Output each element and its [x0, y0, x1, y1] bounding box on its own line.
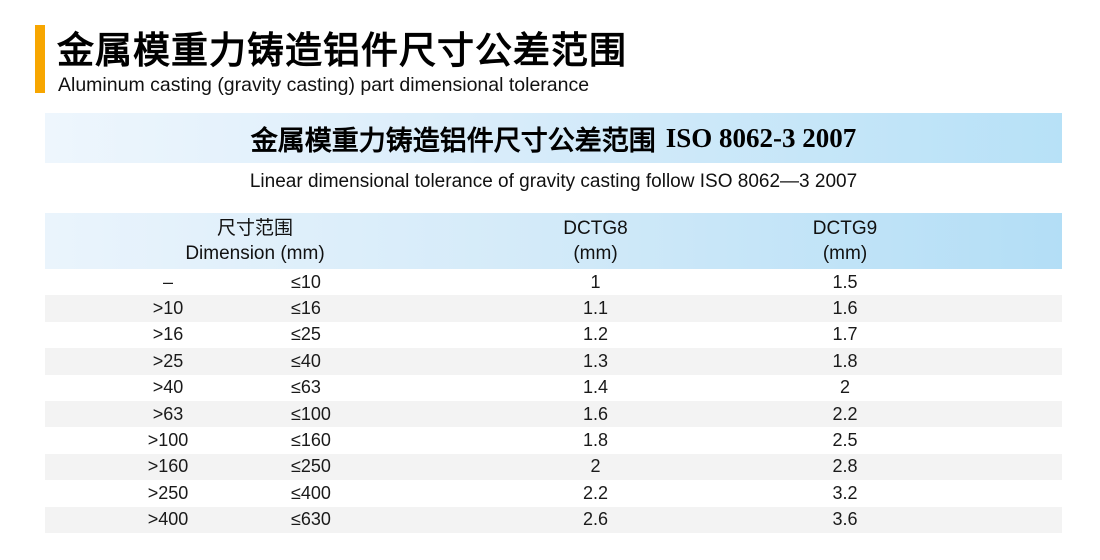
banner-title-cn: 金属模重力铸造铝件尺寸公差范围	[250, 125, 656, 156]
dctg9-value-cell: 1.6	[832, 298, 858, 319]
dimension-max-cell: ≤40	[291, 350, 321, 371]
dimension-max-cell: ≤100	[291, 403, 331, 424]
dctg8-value-cell: 2.6	[582, 509, 609, 530]
dctg9-value-cell: 1.8	[832, 350, 858, 371]
dctg8-value-cell: 1.4	[582, 377, 609, 398]
table-row: >25 ≤40 1.3 1.8	[45, 348, 1062, 375]
dctg9-header-unit: (mm)	[822, 243, 868, 264]
column-header-dimension: 尺寸范围 Dimension (mm)	[45, 213, 431, 269]
dctg9-value-cell: 3.2	[832, 482, 858, 503]
dimension-min-cell: >400	[147, 509, 189, 530]
dctg8-header-unit: (mm)	[573, 243, 618, 264]
page-title: 金属模重力铸造铝件尺寸公差范围	[57, 30, 627, 71]
dctg8-value-cell: 1.6	[582, 403, 609, 424]
table-row: >160 ≤250 2 2.8	[45, 453, 1062, 481]
tolerance-table: 尺寸范围 Dimension (mm) DCTG8 (mm) DCTG9 (mm…	[45, 213, 1062, 533]
dimension-max-cell: ≤63	[291, 377, 321, 398]
dctg8-value-cell: 1.1	[582, 298, 609, 319]
dimension-min-cell: >63	[152, 403, 184, 424]
dctg9-value-cell: 2.2	[832, 403, 858, 424]
section-banner: 金属模重力铸造铝件尺寸公差范围 ISO 8062-3 2007	[45, 113, 1062, 163]
dimension-min-cell: >250	[147, 482, 189, 503]
table-caption: Linear dimensional tolerance of gravity …	[249, 171, 858, 192]
dctg8-value-cell: 2	[590, 456, 601, 477]
dimension-header-cn: 尺寸范围	[216, 217, 293, 239]
table-row: >16 ≤25 1.2 1.7	[45, 322, 1062, 348]
banner-title-iso: ISO 8062-3 2007	[665, 122, 857, 153]
dctg8-value-cell: 1.2	[582, 324, 609, 345]
dctg8-value-cell: 1	[590, 271, 601, 292]
dctg8-header-label: DCTG8	[563, 217, 628, 239]
table-row: >100 ≤160 1.8 2.5	[45, 427, 1062, 453]
dctg8-value-cell: 1.8	[582, 430, 609, 451]
table-row: >63 ≤100 1.6 2.2	[45, 400, 1062, 428]
dimension-max-cell: ≤10	[291, 271, 321, 292]
dimension-min-cell: >25	[152, 350, 184, 371]
dimension-min-cell: >10	[152, 298, 184, 319]
dctg9-value-cell: 2.5	[832, 430, 858, 451]
table-body: – ≤10 1 1.5 >10 ≤16 1.1 1.6 >16 ≤25 1.2 1.7 >25 ≤40 1.…	[45, 269, 1062, 533]
dimension-max-cell: ≤160	[291, 430, 331, 451]
column-header-dctg9: DCTG9 (mm)	[760, 213, 930, 269]
dimension-max-cell: ≤250	[291, 456, 331, 477]
dimension-min-cell: >16	[152, 324, 184, 345]
dimension-min-cell: >40	[152, 377, 184, 398]
dimension-min-cell: >100	[147, 430, 189, 451]
table-header-row: 尺寸范围 Dimension (mm) DCTG8 (mm) DCTG9 (mm…	[45, 213, 1062, 269]
title-accent-bar	[35, 25, 45, 93]
dctg9-value-cell: 2.8	[832, 456, 858, 477]
table-row: >250 ≤400 2.2 3.2	[45, 480, 1062, 506]
dimension-max-cell: ≤25	[291, 324, 321, 345]
dimension-max-cell: ≤400	[291, 482, 331, 503]
dctg8-value-cell: 2.2	[582, 482, 609, 503]
dctg9-value-cell: 3.6	[832, 509, 858, 530]
table-row: >400 ≤630 2.6 3.6	[45, 506, 1062, 533]
header-filler	[930, 213, 1062, 269]
dctg9-value-cell: 1.5	[832, 271, 858, 292]
table-row: – ≤10 1 1.5	[45, 269, 1062, 295]
dimension-min-cell: –	[162, 271, 173, 292]
dctg8-value-cell: 1.3	[582, 350, 609, 371]
dimension-max-cell: ≤630	[291, 509, 331, 530]
table-row: >40 ≤63 1.4 2	[45, 375, 1062, 401]
dimension-header-en: Dimension (mm)	[185, 243, 325, 264]
dctg9-value-cell: 1.7	[832, 324, 858, 345]
dctg9-header-label: DCTG9	[812, 217, 878, 239]
dimension-max-cell: ≤16	[291, 298, 321, 319]
page-subtitle: Aluminum casting (gravity casting) part …	[58, 74, 590, 96]
table-row: >10 ≤16 1.1 1.6	[45, 295, 1062, 322]
dctg9-value-cell: 2	[839, 377, 850, 398]
column-header-dctg8: DCTG8 (mm)	[431, 213, 760, 269]
dimension-min-cell: >160	[147, 456, 189, 477]
